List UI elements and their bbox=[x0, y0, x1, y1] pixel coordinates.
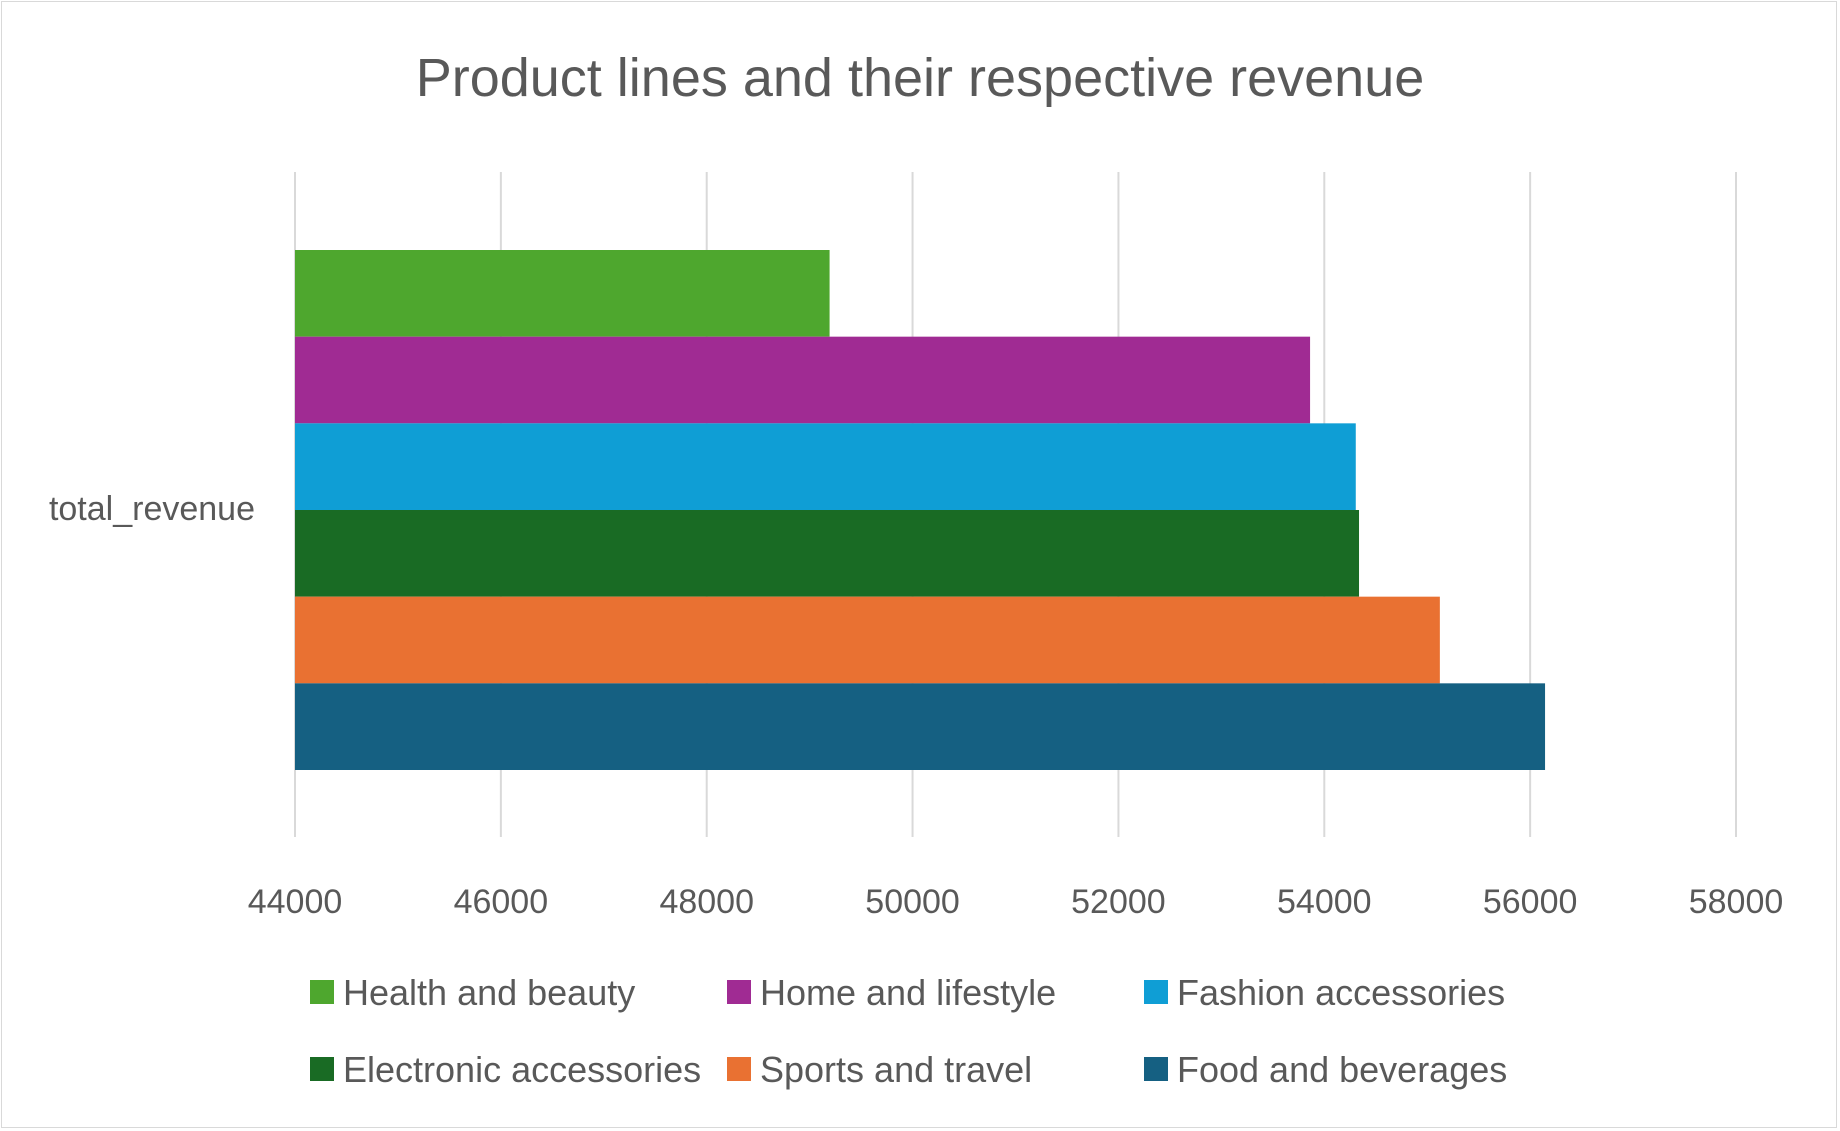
x-tick-label-48000: 48000 bbox=[659, 883, 754, 921]
legend-label-health-and-beauty: Health and beauty bbox=[343, 972, 635, 1013]
x-tick-label-46000: 46000 bbox=[454, 883, 549, 921]
legend-item-food-and-beverages: Food and beverages bbox=[1144, 1049, 1507, 1090]
category-label: total_revenue bbox=[49, 490, 255, 528]
bar-home-and-lifestyle bbox=[295, 336, 1311, 424]
bar-sports-and-travel bbox=[295, 596, 1440, 684]
legend: Health and beauty Home and lifestyle Fashi… bbox=[310, 972, 1507, 1090]
legend-swatch-health-and-beauty bbox=[310, 980, 334, 1004]
x-tick-label-54000: 54000 bbox=[1277, 883, 1372, 921]
bar-food-and-beverages bbox=[295, 683, 1546, 770]
x-tick-label-50000: 50000 bbox=[865, 883, 960, 921]
legend-swatch-fashion-accessories bbox=[1144, 980, 1168, 1004]
x-tick-label-44000: 44000 bbox=[248, 883, 343, 921]
legend-item-electronic-accessories: Electronic accessories bbox=[310, 1049, 701, 1090]
bars bbox=[295, 250, 1546, 770]
legend-label-sports-and-travel: Sports and travel bbox=[760, 1049, 1032, 1090]
legend-label-electronic-accessories: Electronic accessories bbox=[343, 1049, 701, 1090]
x-tick-label-52000: 52000 bbox=[1071, 883, 1166, 921]
legend-swatch-food-and-beverages bbox=[1144, 1057, 1168, 1081]
legend-item-fashion-accessories: Fashion accessories bbox=[1144, 972, 1505, 1013]
bar-health-and-beauty bbox=[295, 250, 830, 337]
legend-label-home-and-lifestyle: Home and lifestyle bbox=[760, 972, 1056, 1013]
legend-swatch-home-and-lifestyle bbox=[727, 980, 751, 1004]
bar-electronic-accessories bbox=[295, 510, 1360, 597]
x-axis-tick-labels: 44000 46000 48000 50000 52000 54000 56000 58000 bbox=[248, 883, 1784, 921]
legend-swatch-sports-and-travel bbox=[727, 1057, 751, 1081]
legend-label-food-and-beverages: Food and beverages bbox=[1177, 1049, 1507, 1090]
legend-item-sports-and-travel: Sports and travel bbox=[727, 1049, 1032, 1090]
chart-title: Product lines and their respective reven… bbox=[416, 48, 1425, 108]
legend-item-home-and-lifestyle: Home and lifestyle bbox=[727, 972, 1056, 1013]
bar-fashion-accessories bbox=[295, 423, 1356, 510]
x-tick-label-56000: 56000 bbox=[1483, 883, 1578, 921]
legend-item-health-and-beauty: Health and beauty bbox=[310, 972, 635, 1013]
legend-label-fashion-accessories: Fashion accessories bbox=[1177, 972, 1505, 1013]
legend-swatch-electronic-accessories bbox=[310, 1057, 334, 1081]
x-tick-label-58000: 58000 bbox=[1689, 883, 1784, 921]
